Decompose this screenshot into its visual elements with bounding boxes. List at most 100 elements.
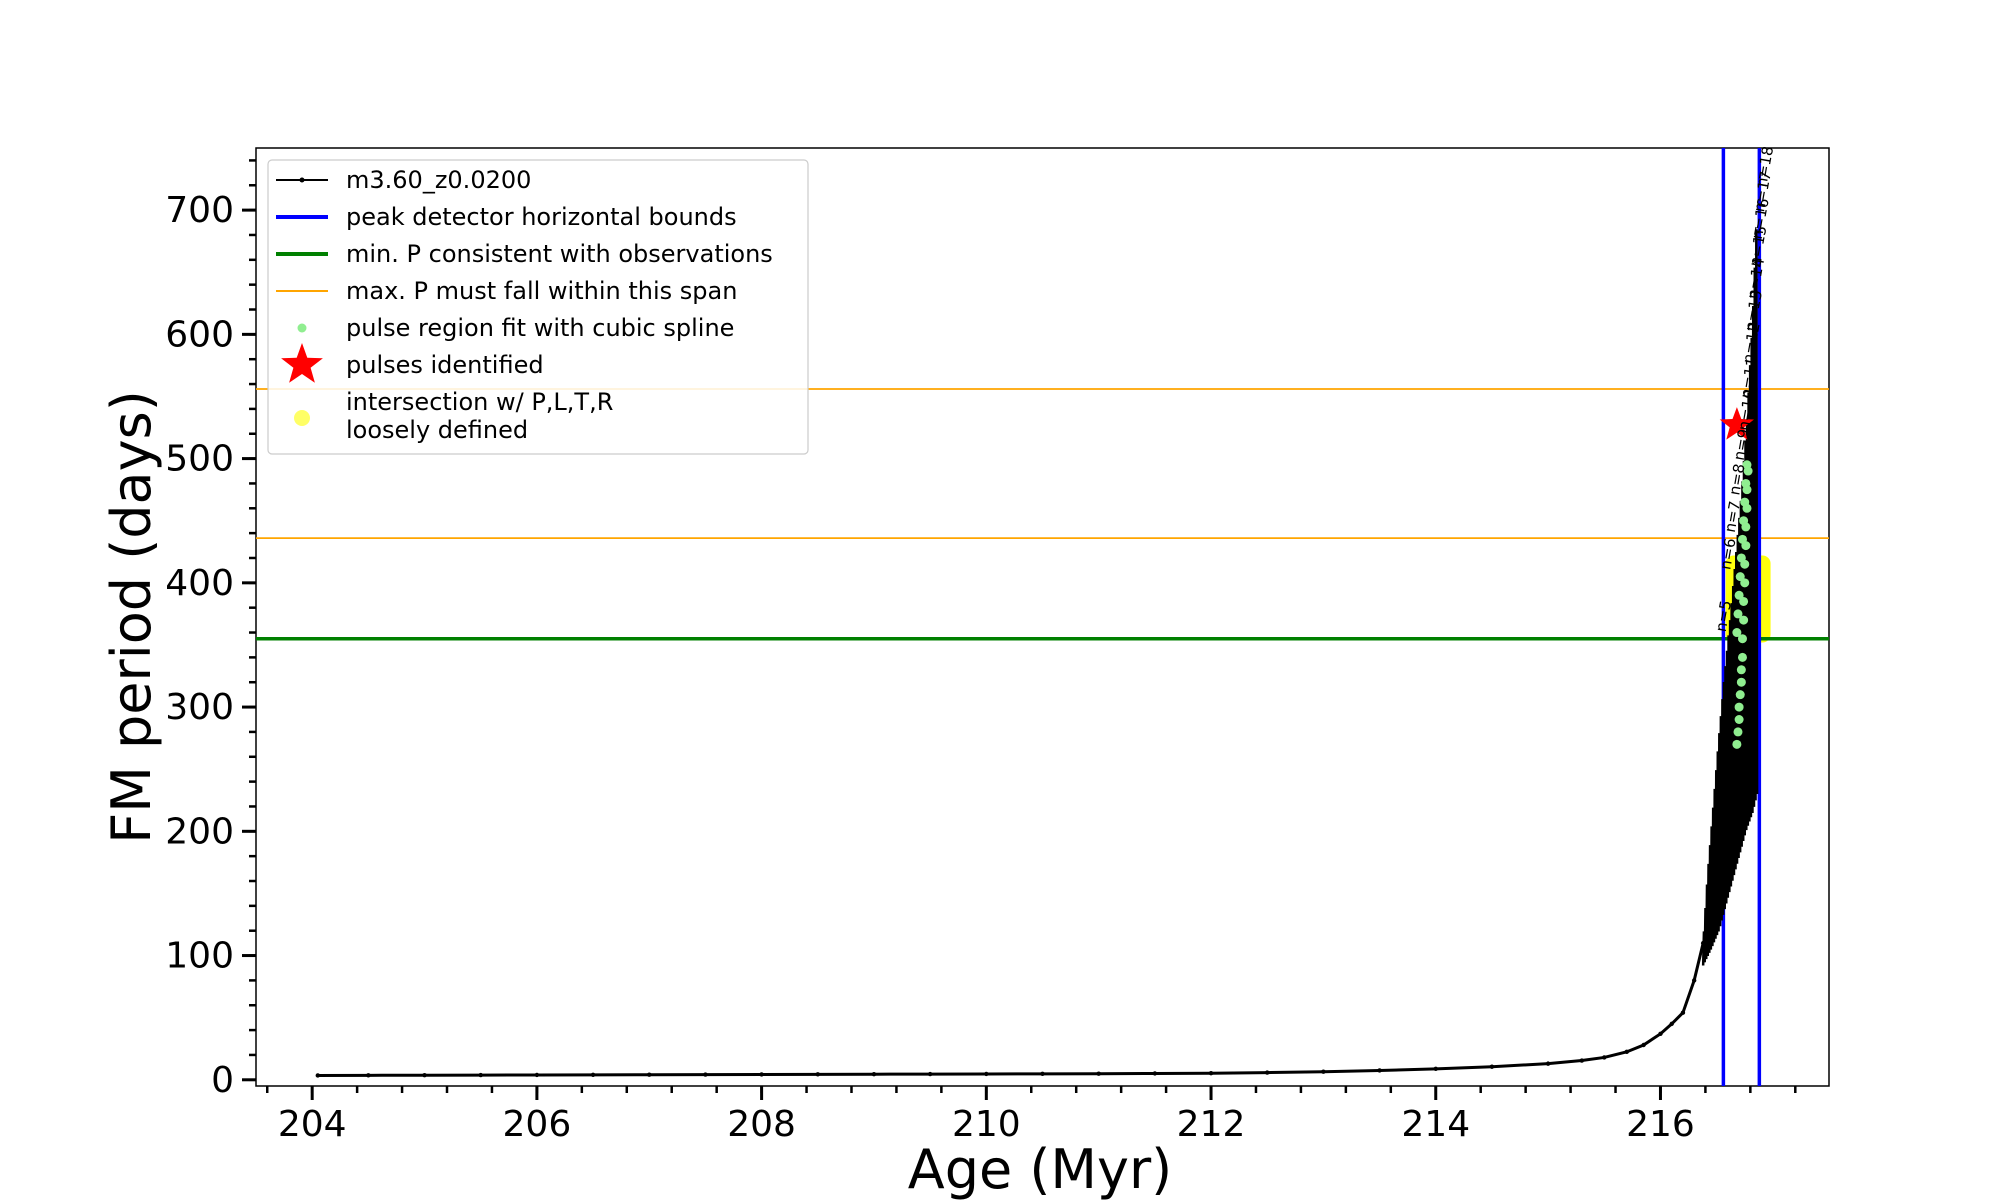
- pulse-annotation: n=6: [1716, 537, 1739, 571]
- legend-label: pulses identified: [346, 351, 544, 379]
- spline-point: [1741, 478, 1751, 488]
- track-point: [1658, 1031, 1663, 1037]
- spline-point: [1734, 714, 1744, 724]
- pulse-oscillation: [1701, 229, 1759, 966]
- y-tick-label: 0: [211, 1060, 234, 1101]
- spline-point: [1737, 652, 1747, 662]
- y-tick-label: 100: [165, 936, 234, 977]
- track-point: [1669, 1021, 1674, 1027]
- track-point: [1545, 1061, 1551, 1066]
- spline-point: [1732, 739, 1742, 749]
- track-point: [1489, 1064, 1495, 1069]
- y-tick-label: 300: [165, 687, 234, 728]
- track-point: [647, 1072, 652, 1077]
- legend-label: max. P must fall within this span: [346, 277, 737, 305]
- track-point: [1433, 1066, 1438, 1072]
- y-axis: 0 100 200 300 400 500 600 700: [165, 159, 256, 1101]
- track-point: [366, 1073, 371, 1078]
- track-point: [984, 1071, 989, 1077]
- track-point: [871, 1071, 877, 1077]
- x-axis: 204 206 208 210 212 214 216: [265, 1086, 1797, 1145]
- spline-point: [1735, 572, 1745, 582]
- spline-point: [1739, 596, 1749, 606]
- spline-point: [1735, 690, 1745, 700]
- spline-point: [1732, 628, 1742, 638]
- spline-point: [1733, 727, 1743, 737]
- legend-box: [267, 159, 809, 455]
- spline-point: [1740, 578, 1750, 588]
- track-point: [815, 1072, 820, 1077]
- track-point: [1602, 1055, 1607, 1060]
- track-point: [422, 1072, 427, 1078]
- track-point: [590, 1072, 596, 1078]
- track-point: [1377, 1068, 1382, 1073]
- spline-point: [1734, 702, 1744, 712]
- legend-label: pulse region fit with cubic spline: [346, 314, 734, 342]
- pulse-annotation: n=9: [1730, 428, 1753, 462]
- x-tick-label: 216: [1626, 1104, 1695, 1145]
- spline-point: [1736, 677, 1746, 687]
- legend-swatch-intersection: [294, 410, 310, 426]
- legend-swatch-spline: [297, 323, 307, 333]
- pulse-markers: [1719, 407, 1754, 440]
- legend-label: min. P consistent with observations: [346, 240, 773, 268]
- pulse-annotations: n=5n=6n=7n=8n=9n=10n=11n=12n=13n=14n=15n…: [1712, 145, 1777, 633]
- pulse-annotation: n=5: [1712, 599, 1735, 633]
- spline-point: [1736, 553, 1746, 563]
- spline-point: [1739, 615, 1749, 625]
- pulse-annotation: n=7: [1721, 500, 1744, 534]
- track-point: [1096, 1071, 1101, 1076]
- track-point: [534, 1072, 540, 1078]
- track-point: [315, 1073, 320, 1078]
- legend-swatch-track-dot: [299, 177, 305, 183]
- x-tick-label: 204: [278, 1104, 347, 1145]
- track-point: [1680, 1010, 1686, 1015]
- legend-label: intersection w/ P,L,T,R: [346, 388, 613, 416]
- y-tick-label: 600: [165, 314, 234, 355]
- x-tick-label: 206: [503, 1104, 572, 1145]
- track-series: [315, 229, 1759, 1078]
- y-tick-label: 200: [165, 811, 234, 852]
- pulse-star: [1719, 407, 1754, 440]
- track-point: [478, 1072, 483, 1078]
- track-point: [1691, 978, 1697, 983]
- vertical-lines: [1721, 148, 1762, 1086]
- y-tick-label: 400: [165, 563, 234, 604]
- x-tick-label: 208: [727, 1104, 796, 1145]
- spline-point: [1737, 534, 1747, 544]
- spline-series: [1732, 460, 1753, 749]
- track-point: [1321, 1069, 1326, 1074]
- y-tick-label: 700: [165, 190, 234, 231]
- track-point: [1208, 1071, 1214, 1076]
- pulse-annotation: n=18: [1752, 145, 1777, 189]
- track-point: [1641, 1042, 1646, 1048]
- spline-point: [1736, 665, 1746, 675]
- x-tick-label: 212: [1177, 1104, 1246, 1145]
- plot-frame: [255, 147, 1830, 1087]
- legend-label: loosely defined: [346, 416, 528, 444]
- legend-swatch-pulse: [281, 343, 323, 383]
- spline-point: [1739, 516, 1749, 526]
- spline-point: [1740, 497, 1750, 507]
- track-line: [317, 942, 1705, 1077]
- track-point: [1152, 1071, 1158, 1076]
- spline-point: [1733, 609, 1743, 619]
- y-axis-label: FM period (days): [100, 390, 163, 844]
- legend-label: peak detector horizontal bounds: [346, 203, 737, 231]
- track-point: [1624, 1049, 1629, 1055]
- track-point: [927, 1071, 933, 1077]
- track-point: [703, 1072, 708, 1077]
- x-tick-label: 210: [952, 1104, 1021, 1145]
- x-axis-label: Age (Myr): [908, 1138, 1173, 1200]
- track-point: [759, 1072, 764, 1077]
- track-point: [1579, 1058, 1585, 1063]
- track-point: [1040, 1071, 1045, 1077]
- y-tick-label: 500: [165, 439, 234, 480]
- pulse-annotation: n=8: [1725, 462, 1748, 496]
- spline-point: [1737, 634, 1747, 644]
- legend-label: m3.60_z0.0200: [346, 166, 531, 194]
- x-tick-label: 214: [1401, 1104, 1470, 1145]
